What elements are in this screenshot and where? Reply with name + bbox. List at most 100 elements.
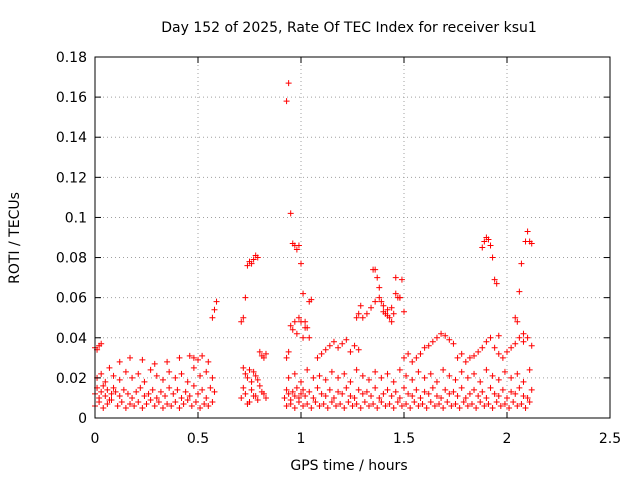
data-point bbox=[448, 402, 455, 409]
data-point bbox=[197, 372, 204, 379]
data-point bbox=[363, 388, 370, 395]
data-point bbox=[283, 354, 290, 361]
data-point bbox=[335, 374, 342, 381]
data-point bbox=[110, 384, 117, 391]
data-point bbox=[417, 350, 424, 357]
data-point bbox=[300, 334, 307, 341]
data-point bbox=[372, 384, 379, 391]
data-point bbox=[248, 386, 255, 393]
data-point bbox=[487, 334, 494, 341]
data-point bbox=[283, 386, 290, 393]
data-point bbox=[458, 350, 465, 357]
data-point bbox=[211, 306, 218, 313]
data-point bbox=[409, 358, 416, 365]
data-point bbox=[508, 388, 515, 395]
data-point bbox=[405, 390, 412, 397]
data-point bbox=[421, 388, 428, 395]
data-point bbox=[365, 402, 372, 409]
data-point bbox=[240, 364, 247, 371]
data-point bbox=[122, 404, 129, 411]
data-point bbox=[341, 404, 348, 411]
data-point bbox=[466, 354, 473, 361]
data-point bbox=[293, 384, 300, 391]
data-point bbox=[491, 344, 498, 351]
data-point bbox=[306, 334, 313, 341]
data-point bbox=[129, 394, 136, 401]
data-point bbox=[186, 392, 193, 399]
data-point bbox=[493, 280, 500, 287]
data-point bbox=[483, 394, 490, 401]
data-point bbox=[514, 318, 521, 325]
data-point bbox=[516, 384, 523, 391]
data-point bbox=[421, 374, 428, 381]
data-point bbox=[293, 246, 300, 253]
data-point bbox=[378, 374, 385, 381]
data-point bbox=[359, 372, 366, 379]
data-point bbox=[260, 390, 267, 397]
data-point bbox=[199, 386, 206, 393]
data-point bbox=[285, 390, 292, 397]
chart-title: Day 152 of 2025, Rate Of TEC Index for r… bbox=[161, 20, 537, 36]
data-point bbox=[326, 386, 333, 393]
data-point bbox=[508, 374, 515, 381]
data-point bbox=[291, 318, 298, 325]
data-point bbox=[153, 394, 160, 401]
data-point bbox=[205, 358, 212, 365]
data-point bbox=[514, 370, 521, 377]
data-point bbox=[238, 318, 245, 325]
data-point bbox=[308, 296, 315, 303]
data-point bbox=[374, 404, 381, 411]
data-point bbox=[209, 314, 216, 321]
data-point bbox=[504, 394, 510, 401]
data-point bbox=[415, 368, 422, 375]
data-point bbox=[440, 366, 447, 373]
data-point bbox=[244, 262, 251, 269]
data-point bbox=[295, 314, 302, 321]
data-point bbox=[248, 260, 255, 267]
data-point bbox=[363, 310, 370, 317]
data-point bbox=[118, 398, 125, 405]
data-point bbox=[468, 400, 475, 407]
data-point bbox=[295, 398, 302, 405]
data-point bbox=[479, 388, 486, 395]
data-point bbox=[287, 322, 294, 329]
data-point bbox=[471, 386, 478, 393]
data-point bbox=[388, 318, 395, 325]
data-point bbox=[433, 378, 440, 385]
data-point bbox=[238, 394, 245, 401]
data-point bbox=[518, 260, 525, 267]
data-point bbox=[396, 366, 403, 373]
data-point bbox=[487, 242, 494, 249]
data-point bbox=[116, 358, 123, 365]
data-point bbox=[506, 404, 513, 411]
data-point bbox=[335, 388, 342, 395]
data-point bbox=[392, 274, 399, 281]
data-point bbox=[401, 354, 407, 361]
y-tick-label: 0.18 bbox=[56, 50, 87, 66]
data-point bbox=[330, 394, 337, 401]
data-point bbox=[207, 384, 214, 391]
data-point bbox=[281, 394, 288, 401]
data-point bbox=[347, 392, 354, 399]
data-point bbox=[310, 394, 317, 401]
data-point bbox=[190, 382, 197, 389]
y-axis-label: ROTI / TECUs bbox=[7, 192, 23, 284]
data-point bbox=[186, 352, 193, 359]
data-point bbox=[100, 404, 107, 411]
data-point bbox=[495, 392, 502, 399]
data-point bbox=[98, 388, 105, 395]
data-point bbox=[242, 370, 249, 377]
data-point bbox=[514, 402, 521, 409]
data-point bbox=[302, 324, 309, 331]
data-point bbox=[489, 404, 496, 411]
data-point bbox=[403, 400, 410, 407]
data-point bbox=[359, 390, 366, 397]
data-point bbox=[353, 400, 360, 407]
data-point bbox=[485, 400, 492, 407]
x-tick-label: 1.5 bbox=[393, 431, 415, 447]
data-point bbox=[178, 370, 185, 377]
data-point bbox=[300, 290, 307, 297]
data-point bbox=[409, 392, 416, 399]
data-point bbox=[291, 392, 298, 399]
data-point bbox=[479, 344, 486, 351]
